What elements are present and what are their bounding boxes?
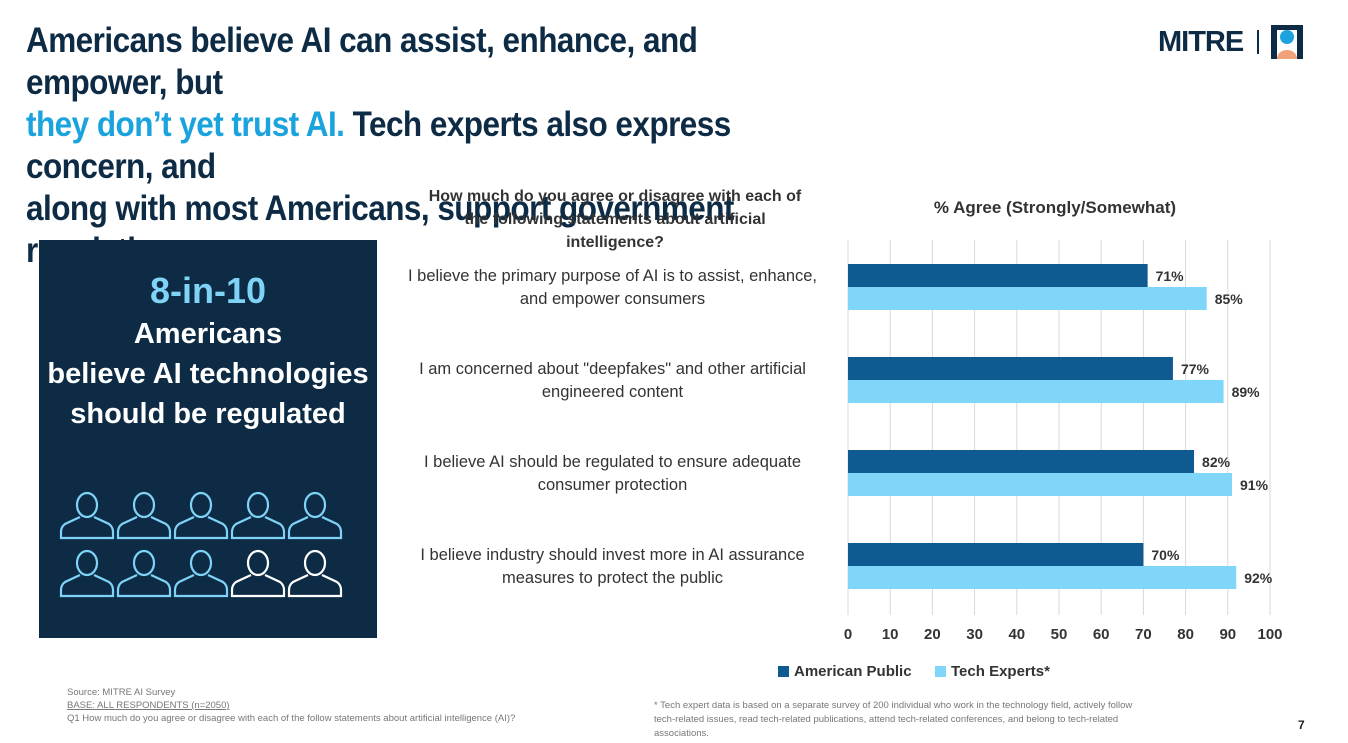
- data-label: 70%: [1151, 547, 1180, 563]
- chart-title: % Agree (Strongly/Somewhat): [933, 198, 1177, 217]
- category-label-1: I believe the primary purpose of AI is t…: [407, 267, 818, 308]
- data-label: 82%: [1202, 454, 1231, 470]
- logo-mark-icon: [1271, 25, 1304, 59]
- logo-text: MITRE: [1158, 25, 1244, 58]
- chart-question: How much do you agree or disagree with e…: [428, 188, 802, 251]
- x-tick-label: 100: [1257, 626, 1282, 643]
- person-icon: [116, 491, 172, 540]
- legend-swatch-american-public: [778, 666, 789, 677]
- bar-american-public: [848, 264, 1148, 287]
- stat-line-3: should be regulated: [70, 398, 346, 430]
- x-tick-label: 70: [1135, 626, 1152, 643]
- person-icon: [59, 549, 115, 598]
- x-tick-label: 0: [844, 626, 852, 643]
- bar-american-public: [848, 543, 1144, 566]
- person-icon: [173, 491, 229, 540]
- headline: Americans believe AI can assist, enhance…: [26, 20, 836, 272]
- category-label-4: I believe industry should invest more in…: [420, 546, 805, 587]
- x-tick-label: 90: [1219, 626, 1236, 643]
- data-label: 89%: [1232, 384, 1261, 400]
- legend-label-american-public: American Public: [794, 663, 912, 680]
- legend-item-american-public: American Public: [778, 663, 912, 680]
- headline-line-3: along with most Americans, support gover…: [26, 189, 734, 270]
- legend-label-tech-experts: Tech Experts*: [951, 663, 1050, 680]
- headline-rest: Tech experts also express concern, and: [26, 105, 731, 186]
- mitre-logo: MITRE: [1158, 25, 1304, 59]
- bar-american-public: [848, 357, 1173, 380]
- x-tick-label: 80: [1177, 626, 1194, 643]
- people-icons: [59, 491, 343, 598]
- bar-american-public: [848, 450, 1195, 473]
- legend-item-tech-experts: Tech Experts*: [935, 663, 1050, 680]
- person-icon: [116, 549, 172, 598]
- x-tick-label: 50: [1051, 626, 1068, 643]
- person-icon: [230, 549, 286, 598]
- person-icon: [287, 549, 343, 598]
- data-label: 85%: [1215, 291, 1244, 307]
- source-line-1: Source: MITRE AI Survey: [67, 687, 176, 698]
- stat-line-2: believe AI technologies: [47, 358, 369, 390]
- data-label: 77%: [1181, 361, 1210, 377]
- person-icon: [59, 491, 115, 540]
- x-tick-label: 20: [924, 626, 941, 643]
- bar-tech-experts: [848, 287, 1207, 310]
- x-tick-label: 40: [1008, 626, 1025, 643]
- headline-accent: they don’t yet trust AI.: [26, 105, 345, 144]
- stat-line-1: Americans: [133, 318, 283, 350]
- category-label-2: I am concerned about "deepfakes" and oth…: [419, 360, 806, 401]
- category-label-3: I believe AI should be regulated to ensu…: [423, 453, 802, 494]
- stat-panel: 8-in-10 Americans believe AI technologie…: [39, 240, 377, 638]
- bar-chart: 0 10 20 30 40 50 60 70 80 90 100 71% 85% 77% 89% 82% 91%…: [844, 240, 1283, 643]
- data-label: 71%: [1156, 268, 1185, 284]
- x-tick-label: 60: [1093, 626, 1110, 643]
- data-label: 92%: [1244, 570, 1273, 586]
- bar-tech-experts: [848, 566, 1237, 589]
- legend-swatch-tech-experts: [935, 666, 946, 677]
- source-line-2: BASE: ALL RESPONDENTS (n=2050): [67, 700, 230, 711]
- bar-tech-experts: [848, 380, 1224, 403]
- stat-value: 8-in-10: [149, 270, 267, 311]
- page-number: 7: [1298, 718, 1305, 732]
- footnote-line-2: tech-related issues, read tech-related p…: [654, 714, 1119, 739]
- data-label: 91%: [1240, 477, 1269, 493]
- person-icon: [230, 491, 286, 540]
- headline-line-2: they don’t yet trust AI. Tech experts al…: [26, 104, 836, 188]
- headline-line-1: Americans believe AI can assist, enhance…: [26, 21, 698, 102]
- x-tick-label: 10: [882, 626, 899, 643]
- person-icon: [173, 549, 229, 598]
- x-tick-label: 30: [966, 626, 983, 643]
- source-note: Source: MITRE AI Survey BASE: ALL RESPON…: [67, 686, 515, 725]
- footnote: * Tech expert data is based on a separat…: [654, 699, 1174, 741]
- footnote-line-1: * Tech expert data is based on a separat…: [654, 700, 1133, 711]
- person-icon: [287, 491, 343, 540]
- source-line-3: Q1 How much do you agree or disagree wit…: [67, 713, 516, 724]
- logo-separator: [1257, 30, 1260, 54]
- bar-tech-experts: [848, 473, 1233, 496]
